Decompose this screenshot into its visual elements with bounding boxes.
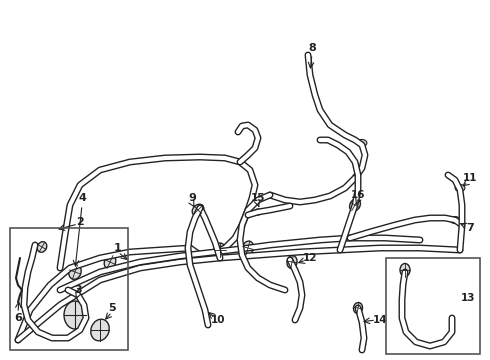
Ellipse shape — [353, 302, 363, 314]
Bar — [386, 258, 480, 354]
Ellipse shape — [400, 264, 410, 276]
Ellipse shape — [104, 255, 116, 269]
Text: 11: 11 — [463, 173, 477, 183]
Text: 15: 15 — [251, 193, 265, 203]
Text: 16: 16 — [351, 190, 365, 200]
Ellipse shape — [215, 243, 225, 257]
Ellipse shape — [37, 242, 47, 252]
Text: 7: 7 — [466, 223, 474, 233]
Ellipse shape — [287, 256, 297, 269]
Text: 10: 10 — [211, 315, 225, 325]
Text: 1: 1 — [114, 243, 122, 253]
Ellipse shape — [450, 216, 460, 224]
Bar — [10, 228, 128, 350]
Text: 8: 8 — [308, 43, 316, 53]
Text: 4: 4 — [78, 193, 86, 203]
Text: 9: 9 — [188, 193, 196, 203]
Ellipse shape — [69, 265, 81, 279]
Ellipse shape — [357, 140, 367, 147]
Ellipse shape — [91, 319, 109, 341]
Text: 2: 2 — [76, 217, 84, 227]
Text: 14: 14 — [373, 315, 387, 325]
Text: 12: 12 — [303, 253, 317, 263]
Ellipse shape — [192, 204, 204, 216]
Ellipse shape — [254, 209, 262, 215]
Text: 3: 3 — [74, 285, 82, 295]
Ellipse shape — [243, 241, 254, 255]
Text: 5: 5 — [108, 303, 116, 313]
Ellipse shape — [455, 185, 465, 192]
Ellipse shape — [349, 199, 361, 211]
Text: 13: 13 — [461, 293, 475, 303]
Text: 6: 6 — [14, 313, 22, 323]
Ellipse shape — [64, 301, 86, 329]
